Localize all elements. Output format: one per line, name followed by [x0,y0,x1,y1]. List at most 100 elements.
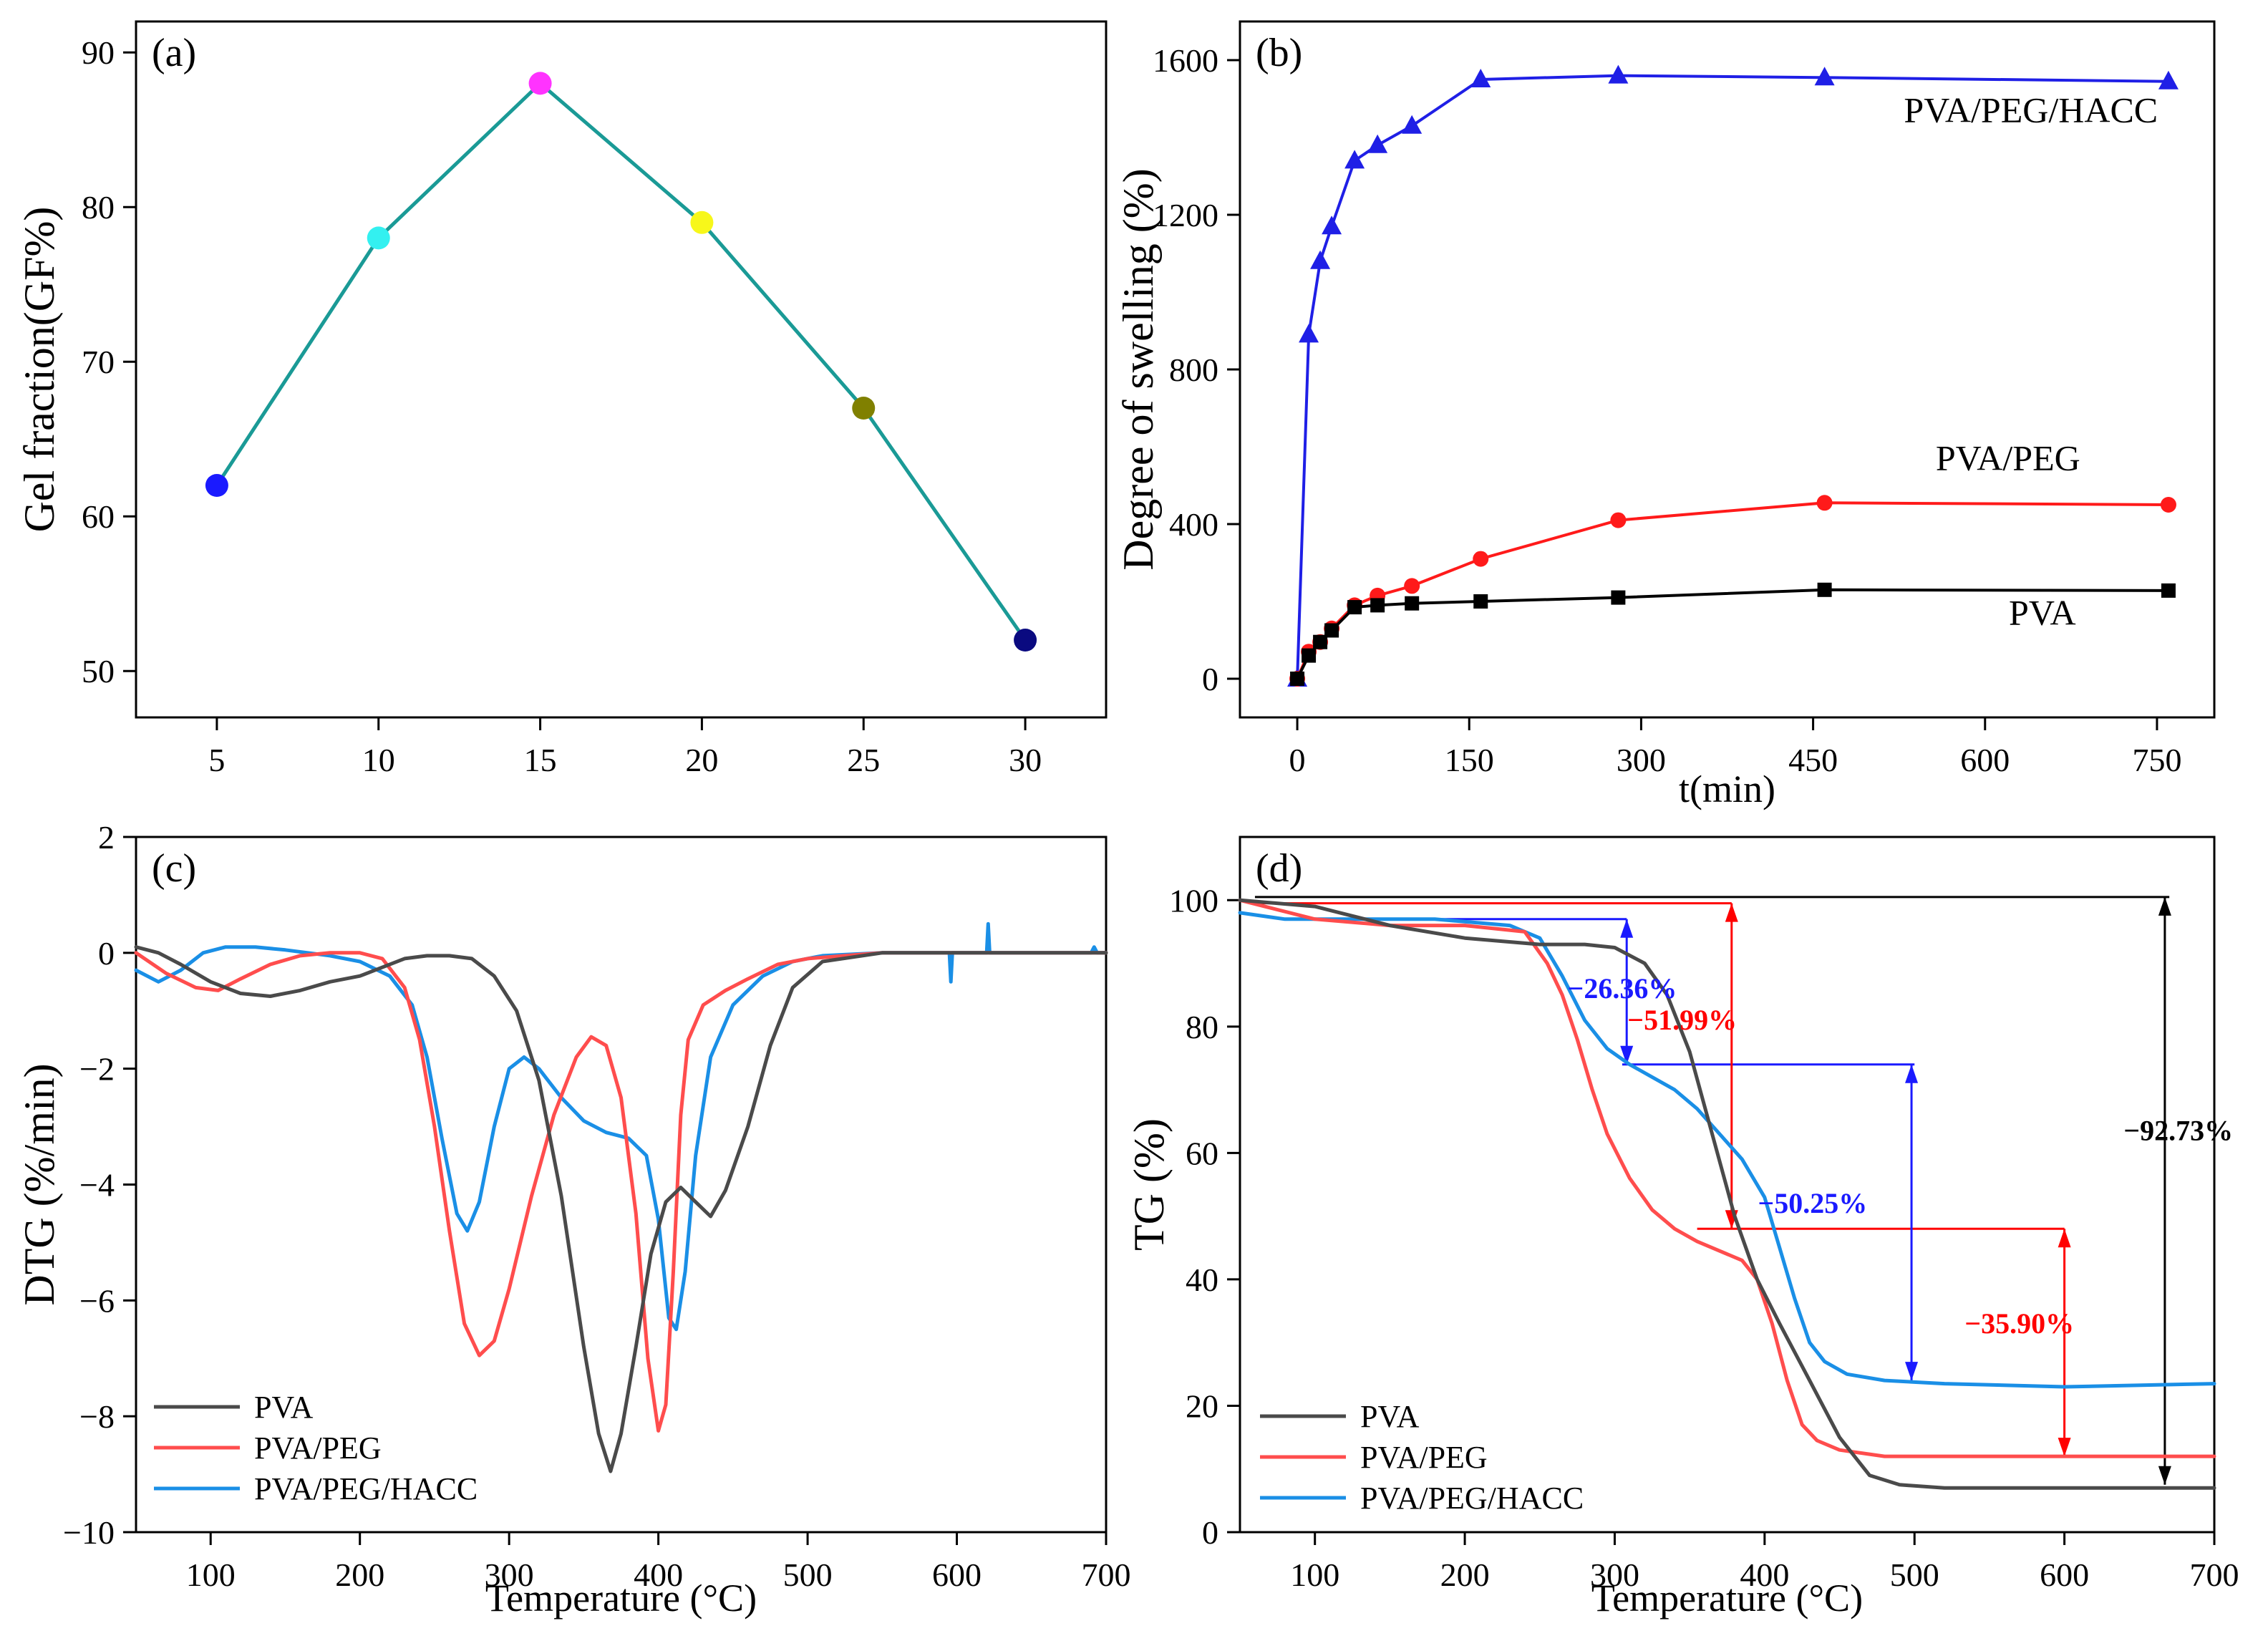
bracket-arrow-head [1905,1362,1919,1381]
x-tick-label: 200 [335,1557,384,1593]
panel-label: (a) [152,31,196,75]
series-annotation: PVA [2009,592,2076,632]
series-line [134,951,1108,1433]
x-tick-label: 600 [932,1557,982,1593]
x-tick-label: 400 [634,1557,683,1593]
y-tick-label: 70 [82,344,115,380]
series-annotation: PVA/PEG/HACC [1904,89,2158,130]
percent-annotation: −92.73% [2123,1115,2233,1147]
x-tick-label: 200 [1440,1557,1490,1593]
bracket-arrow-head [1725,903,1738,922]
panel-b: 0 150 300 450 600 750 0 400 800 1200 1600 (b) t(min)… [1115,20,2216,810]
x-axis-title: Temperature (°C) [1591,1577,1863,1620]
data-point [1405,596,1420,611]
series-annotation: PVA/PEG [1936,437,2080,478]
series-line [1238,911,2216,1389]
y-tick-label: 0 [1202,661,1218,697]
x-tick-label: 10 [362,742,395,778]
y-tick-label: 90 [82,34,115,71]
x-axis-title: t(min) [1679,768,1775,810]
x-tick-label: 100 [1290,1557,1339,1593]
data-point [528,72,552,95]
y-axis-title: Gel fraction(GF%) [16,207,63,533]
x-tick-label: 0 [1289,742,1306,778]
data-point [1014,629,1037,652]
panel-a: 5 10 15 20 25 30 50 60 70 80 90 (a) Gel fraction(GF%… [16,20,1108,778]
y-tick-label: 400 [1169,506,1218,543]
x-tick-label: 300 [1590,1557,1639,1593]
y-tick-label: 800 [1169,352,1218,388]
y-tick-label: −10 [63,1514,115,1551]
plot-frame [1239,836,2216,1534]
panel-label: (b) [1256,31,1302,75]
x-tick-label: 600 [1960,742,2010,778]
percent-annotation: −26.36% [1568,972,1677,1004]
y-axis-title: Degree of swelling (%) [1115,168,1162,570]
x-tick-label: 450 [1788,742,1838,778]
panel-d: 100 200 300 400 500 600 700 0 20 40 60 80 100 (d) Temp… [1125,836,2239,1620]
y-tick-label: 100 [1169,882,1218,919]
y-tick-label: 40 [1186,1262,1218,1298]
data-point [852,397,876,420]
data-point [1367,134,1388,153]
x-tick-label: 400 [1740,1557,1789,1593]
percent-annotation: −35.90% [1964,1307,2074,1340]
x-tick-label: 300 [485,1557,534,1593]
x-axis-title: Temperature (°C) [485,1577,757,1620]
y-tick-label: 0 [98,935,115,972]
data-point [2158,70,2179,89]
data-point [1610,512,1627,528]
x-tick-label: 100 [186,1557,236,1593]
data-line [215,81,1027,642]
x-tick-label: 700 [1082,1557,1131,1593]
data-point [1402,115,1423,134]
y-tick-label: −6 [79,1282,115,1319]
y-tick-label: 1200 [1153,197,1218,233]
data-point [1313,634,1328,649]
legend-label: PVA/PEG/HACC [1360,1481,1584,1516]
bracket-arrow-head [2058,1438,2071,1457]
bracket-arrow-head [1620,1045,1634,1065]
bracket-arrow-head [2058,1229,2071,1248]
x-tick-label: 600 [2040,1557,2089,1593]
panel-c: 100 200 300 400 500 600 700 2 0 −2 −4 −6 −8 −10 (c) Tem… [16,819,1131,1620]
data-point [1324,623,1339,638]
data-point [1404,578,1420,594]
bracket-arrow-head [1905,1064,1919,1083]
y-tick-label: 0 [1202,1514,1218,1551]
data-point [1470,69,1491,87]
x-tick-label: 30 [1009,742,1042,778]
percent-annotation: −50.25% [1758,1187,1867,1219]
data-point [1310,250,1331,269]
legend-label: PVA [1360,1399,1420,1434]
series-line [1238,898,2216,1490]
data-point [1302,648,1317,663]
data-point [690,210,714,234]
x-tick-label: 15 [524,742,557,778]
data-point [1608,64,1629,84]
series-line [134,921,1108,1332]
data-point [1473,551,1489,567]
data-point [367,226,390,250]
x-tick-label: 5 [208,742,225,778]
data-point [1816,495,1833,511]
panel-label: (c) [152,846,196,891]
percent-annotation: −51.99% [1627,1004,1737,1036]
y-tick-label: 20 [1186,1388,1218,1424]
y-tick-label: 80 [1186,1009,1218,1045]
y-tick-label: 1600 [1153,42,1218,79]
data-point [1817,582,1832,597]
y-tick-label: −2 [79,1051,115,1088]
x-tick-label: 700 [2190,1557,2239,1593]
x-tick-label: 25 [847,742,880,778]
data-point [205,474,228,497]
data-point [2160,497,2176,513]
data-point [1347,600,1362,615]
series-line [1238,898,2216,1458]
legend-label: PVA [254,1390,314,1425]
panel-label: (d) [1256,846,1302,891]
y-tick-label: 2 [98,819,115,856]
x-tick-label: 750 [2132,742,2181,778]
data-point [1290,672,1305,686]
